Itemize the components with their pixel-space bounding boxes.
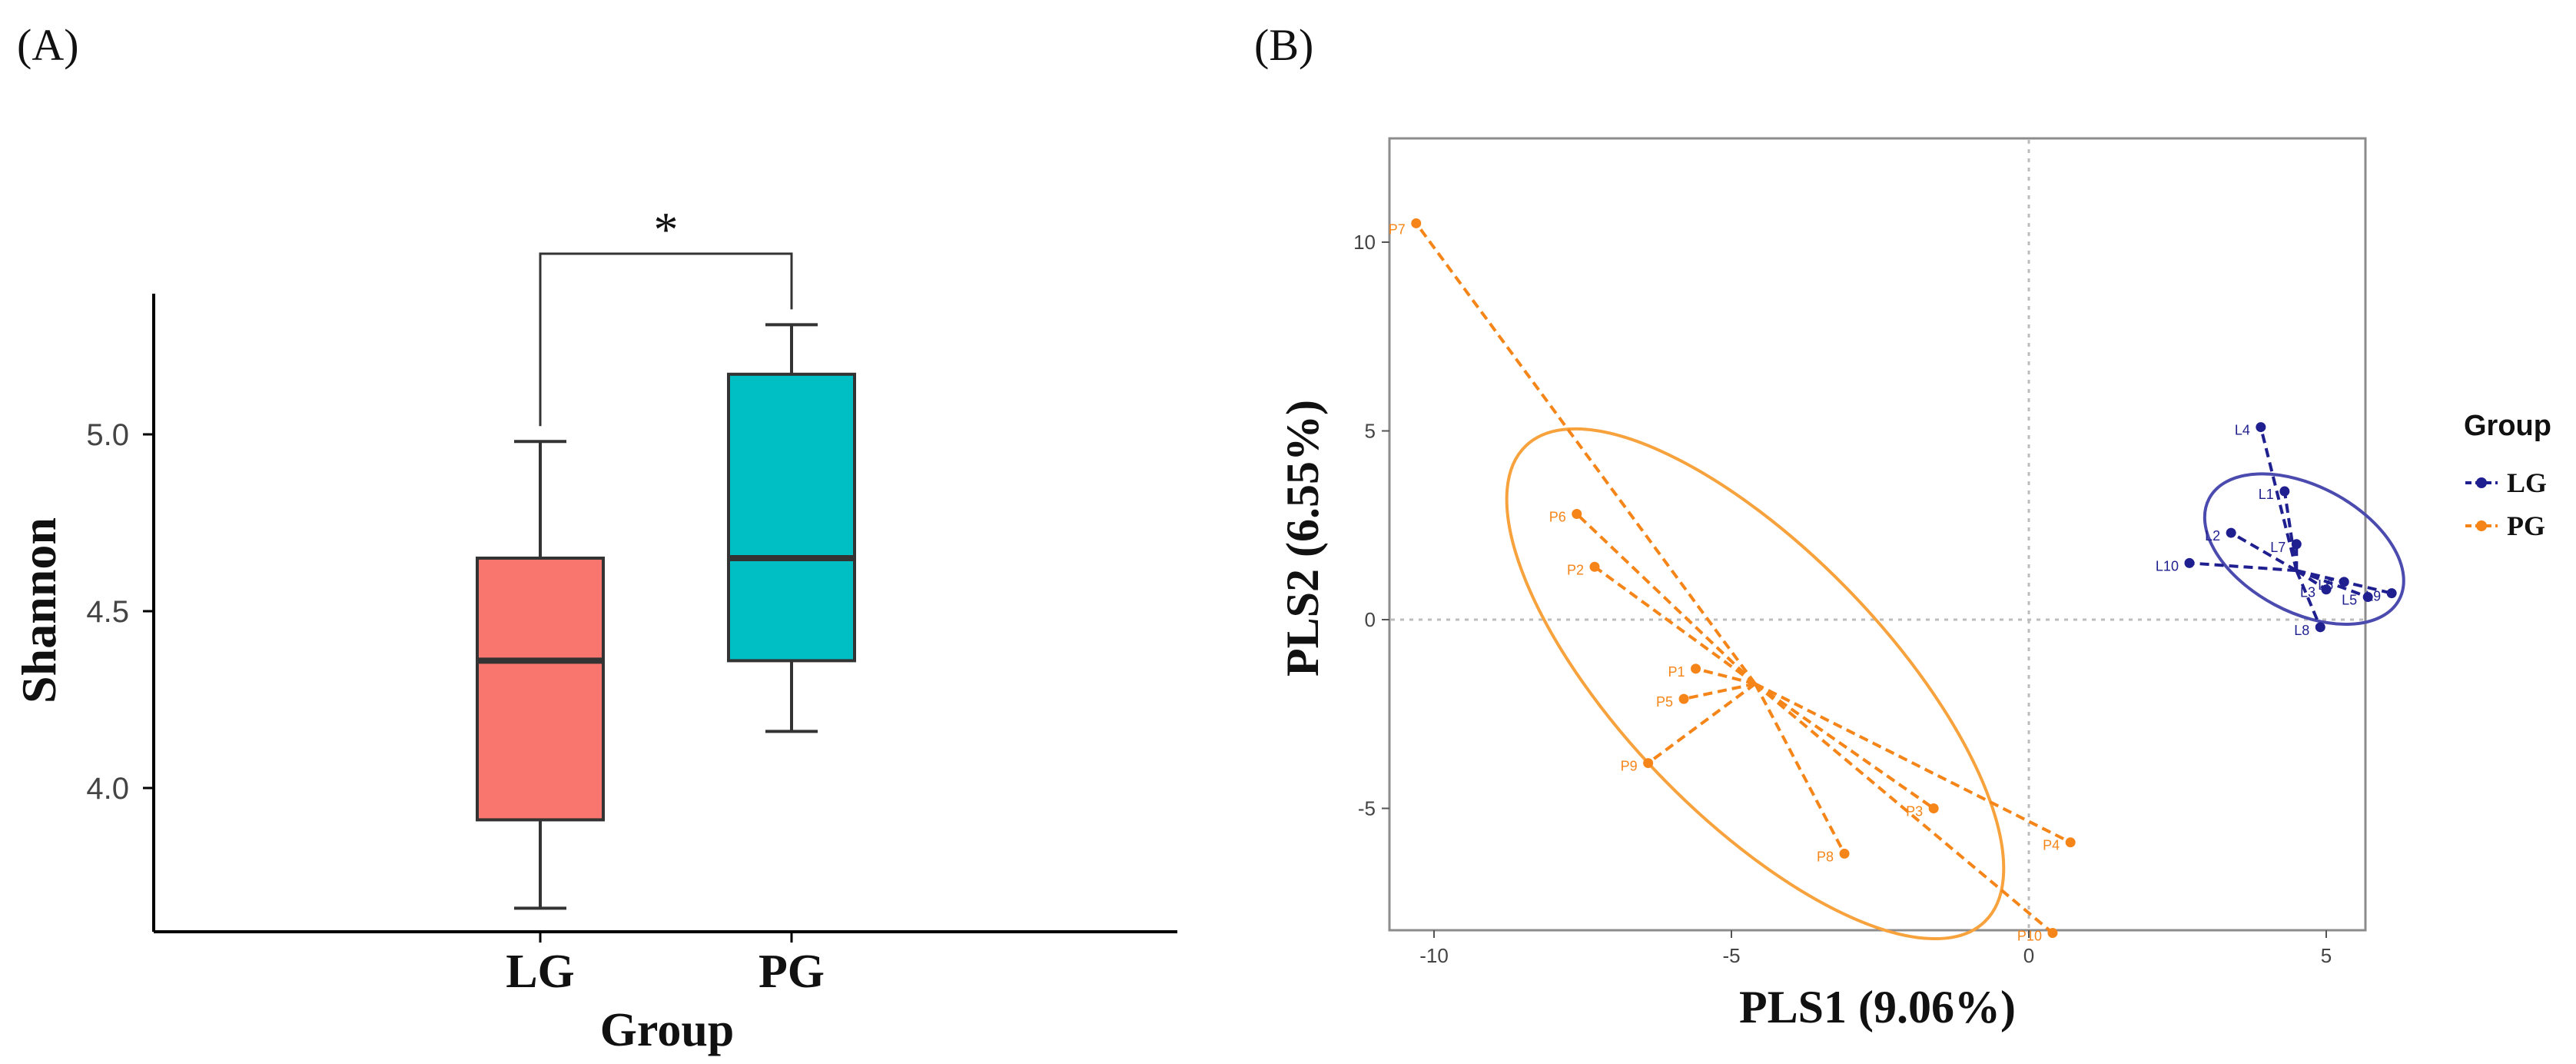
- point-l6: [2339, 577, 2349, 587]
- spoke-p1: [1695, 667, 1756, 686]
- x-tick-label: -10: [1419, 944, 1449, 967]
- panel-label-a: (A): [17, 20, 79, 70]
- point-label: P9: [1621, 759, 1638, 774]
- legend-label-lg: LG: [2507, 467, 2547, 498]
- spoke-l1: [2282, 490, 2299, 571]
- point-label: P3: [1906, 804, 1923, 820]
- y-tick-label: 4.0: [86, 772, 129, 806]
- iqr-box: [476, 557, 605, 822]
- point-l1: [2279, 486, 2290, 497]
- x-tick-label: 5: [2321, 944, 2332, 967]
- spoke-l4: [2259, 427, 2299, 571]
- spoke-p6: [1575, 513, 1757, 685]
- point-l8: [2315, 622, 2325, 633]
- spoke-p2: [1593, 565, 1757, 686]
- significance-marker: *: [654, 202, 679, 257]
- point-l7: [2291, 539, 2302, 550]
- legend-title: Group: [2464, 410, 2551, 442]
- spoke-p7: [1415, 222, 1757, 685]
- x-tick-label: 0: [2023, 944, 2034, 967]
- y-tick-label: -5: [1358, 797, 1376, 820]
- point-p5: [1678, 693, 1689, 704]
- iqr-box: [727, 372, 856, 663]
- spoke-p9: [1647, 682, 1757, 765]
- spoke-l5: [2295, 569, 2369, 599]
- point-l4: [2256, 422, 2266, 433]
- point-l5: [2362, 592, 2373, 603]
- point-label: L7: [2270, 540, 2286, 555]
- point-l2: [2226, 527, 2236, 538]
- panel-label-b: (B): [1254, 20, 1313, 70]
- point-label: L2: [2205, 528, 2220, 544]
- spoke-l8: [2295, 570, 2322, 628]
- y-tick-label: 10: [1353, 231, 1376, 254]
- spoke-p3: [1754, 682, 1935, 810]
- y-tick-label: 0: [1365, 608, 1376, 631]
- point-label: L1: [2259, 487, 2274, 502]
- point-p7: [1411, 218, 1422, 228]
- point-p9: [1643, 758, 1654, 769]
- point-p2: [1589, 561, 1600, 572]
- point-l9: [2386, 588, 2397, 599]
- spoke-l2: [2230, 531, 2298, 572]
- y-tick-label: 5: [1365, 420, 1376, 443]
- box-pg: [727, 323, 856, 733]
- point-p8: [1839, 848, 1850, 859]
- shannon-boxplot: 4.0 4.5 5.0 LG PG * Group Shannon: [12, 202, 1177, 1056]
- point-p1: [1691, 663, 1701, 674]
- box-lg: [476, 440, 605, 910]
- x-tick-label-lg: LG: [506, 946, 575, 998]
- point-l10: [2184, 557, 2195, 568]
- point-label: L5: [2342, 593, 2357, 608]
- x-axis-title: PLS1 (9.06%): [1739, 982, 2016, 1032]
- y-axis-title: PLS2 (6.55%): [1277, 400, 1328, 677]
- y-axis-title: Shannon: [12, 517, 66, 703]
- point-label: P5: [1656, 694, 1673, 710]
- significance-bracket: [539, 252, 793, 427]
- point-p4: [2065, 837, 2076, 848]
- point-label: P1: [1668, 664, 1685, 680]
- point-p3: [1928, 803, 1939, 813]
- pls-scatter: L4L1L2L7L10L6L9L3L5L8P7P6P2P1P5P9P8P3P4P…: [1277, 137, 2551, 1032]
- point-label: P8: [1817, 849, 1834, 864]
- point-label: P7: [1389, 221, 1406, 237]
- point-label: L10: [2156, 558, 2179, 574]
- x-tick-label: -5: [1722, 944, 1740, 967]
- y-tick-label: 5.0: [86, 418, 129, 452]
- point-label: L8: [2294, 623, 2309, 638]
- y-tick-label: 4.5: [86, 595, 129, 629]
- spoke-p10: [1754, 682, 2054, 935]
- legend-label-pg: PG: [2507, 510, 2545, 541]
- legend: Group LG PG: [2464, 410, 2551, 541]
- ellipse-pg: [1505, 427, 2006, 941]
- spoke-p5: [1683, 682, 1756, 701]
- spoke-p8: [1754, 683, 1846, 855]
- spoke-p4: [1754, 682, 2072, 844]
- point-l3: [2321, 584, 2332, 595]
- spoke-l10: [2189, 561, 2297, 573]
- point-p6: [1572, 509, 1582, 520]
- ellipse-lg: [2203, 472, 2405, 626]
- point-p10: [2047, 928, 2058, 939]
- point-label: L4: [2235, 423, 2250, 438]
- x-axis-title: Group: [600, 1004, 735, 1056]
- plot-frame: [1388, 137, 2367, 932]
- point-label: P4: [2043, 838, 2060, 853]
- point-label: P6: [1549, 510, 1566, 525]
- x-tick-label-pg: PG: [759, 946, 825, 998]
- point-label: L3: [2300, 585, 2315, 600]
- legend-key-dot-lg: [2476, 477, 2487, 488]
- point-label: P2: [1567, 562, 1584, 577]
- legend-key-dot-pg: [2476, 520, 2487, 531]
